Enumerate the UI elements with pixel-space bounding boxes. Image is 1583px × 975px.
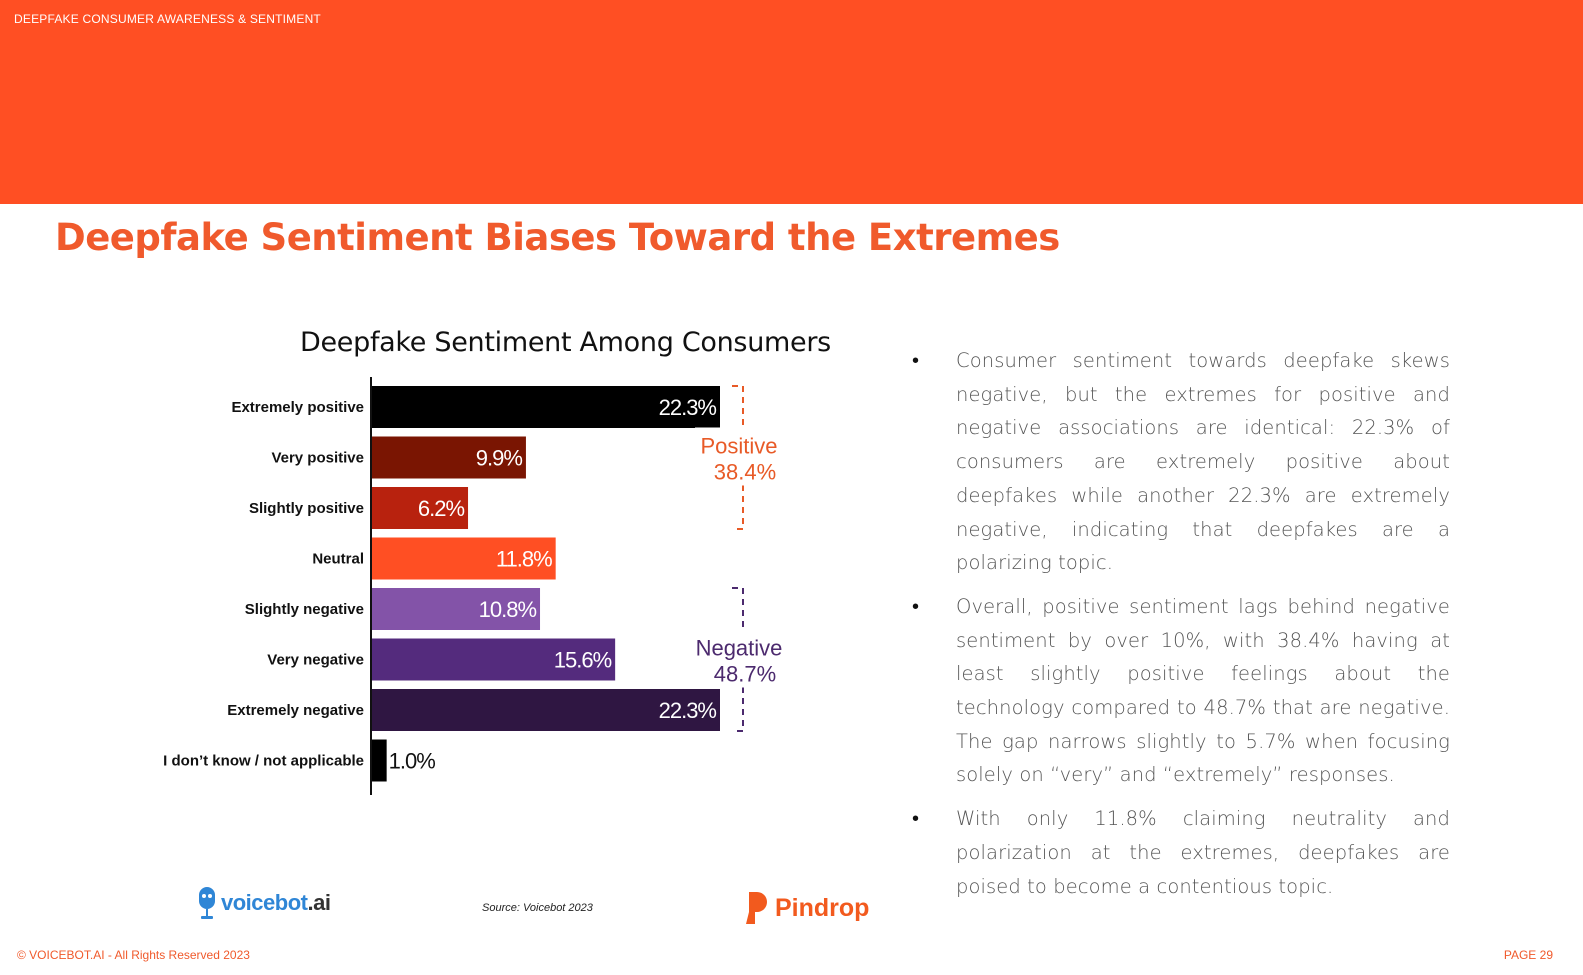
bracket-label: Positive [700,434,777,459]
microphone-icon [199,887,215,919]
bullet-text: Overall, positive sentiment lags behind … [956,594,1450,787]
bullet-dot: • [912,350,920,372]
source-note: Source: Voicebot 2023 [482,902,593,914]
bar [371,638,616,681]
category-label: Slightly negative [245,601,364,618]
data-label: 10.8% [479,597,537,622]
bullet-text: With only 11.8% claiming neutrality and … [956,807,1450,898]
section-label: DEEPFAKE CONSUMER AWARENESS & SENTIMENT [14,12,321,26]
bullet-list: • Consumer sentiment towards deepfake sk… [912,344,1450,913]
category-label: Extremely positive [231,399,364,416]
bullet-dot: • [912,595,920,618]
voicebot-wordmark-suffix: .ai [307,890,331,915]
bracket-value: 38.4% [714,460,776,485]
page-title: Deepfake Sentiment Biases Toward the Ext… [55,216,1060,259]
header-band [0,0,1583,204]
bracket-label: Negative [696,636,783,661]
category-label: Very positive [271,450,364,467]
category-label: Slightly positive [249,500,364,517]
bullet-item: • With only 11.8% claiming neutrality an… [912,802,1450,903]
bullet-item: • Overall, positive sentiment lags behin… [912,590,1450,792]
data-label: 22.3% [659,395,717,420]
data-label: 11.8% [496,547,552,572]
data-label: 6.2% [418,496,465,521]
category-label: Very negative [267,652,364,669]
bar [371,588,541,630]
sentiment-bar-chart: Extremely positive 22.3% Very positive 9.9%… [163,377,783,795]
bar [371,487,469,529]
data-label: 15.6% [554,648,612,673]
bracket-value: 48.7% [714,662,776,687]
voicebot-wordmark: voicebot.ai [221,890,331,916]
voicebot-wordmark-main: voicebot [221,890,308,915]
data-label: 22.3% [659,698,717,723]
voicebot-logo: voicebot.ai [196,885,331,921]
chart-title: Deepfake Sentiment Among Consumers [300,327,831,358]
bullet-item: • Consumer sentiment towards deepfake sk… [912,344,1450,580]
pindrop-wordmark: Pindrop [775,893,870,922]
bar [371,386,720,428]
pindrop-logo: Pindrop [745,890,869,926]
footer-page-number: PAGE 29 [1503,948,1553,962]
bracket-label-bg [695,427,783,486]
data-label: 1.0% [389,749,436,774]
category-label: Neutral [312,551,364,568]
category-label: Extremely negative [227,702,364,719]
bracket-label-bg [695,629,783,688]
data-label: 9.9% [476,446,523,471]
bar [371,689,720,731]
bullet-text: Consumer sentiment towards deepfake skew… [956,349,1450,575]
bar [371,537,556,580]
bar [371,739,387,782]
category-label: I don’t know / not applicable [163,753,364,770]
bullet-dot: • [912,808,920,831]
bar [371,436,526,479]
footer-copyright: © VOICEBOT.AI - All Rights Reserved 2023 [17,948,250,962]
pindrop-mark-icon [746,892,767,924]
